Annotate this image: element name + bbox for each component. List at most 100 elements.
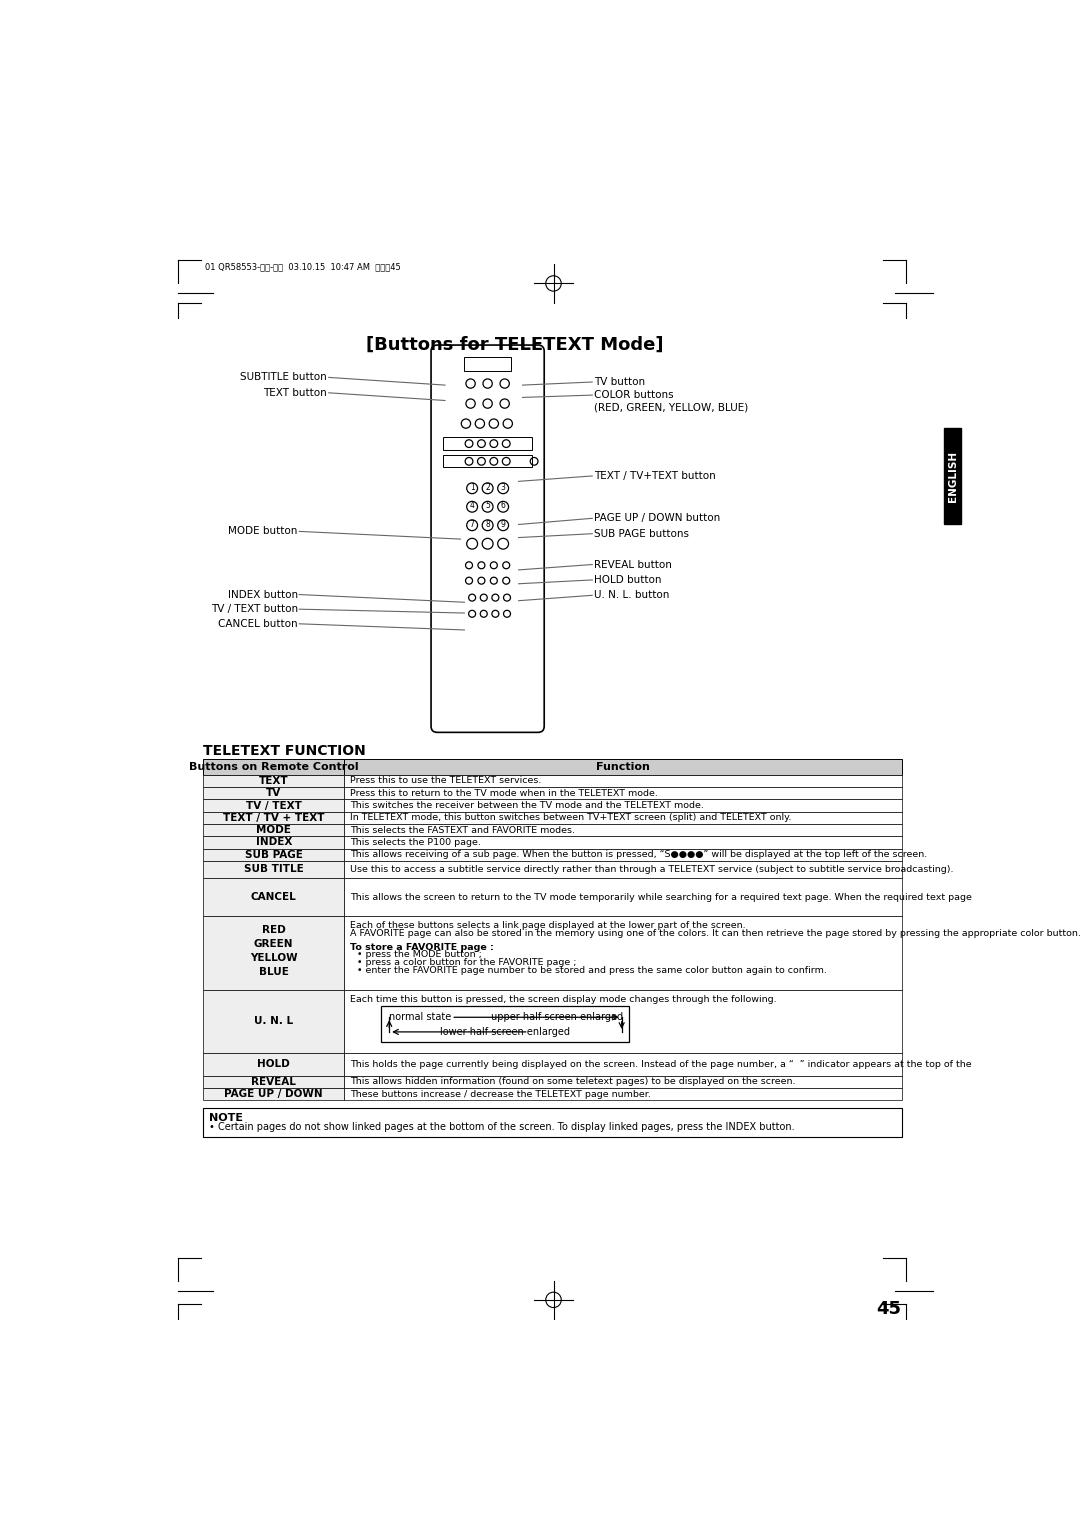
Text: TEXT / TV+TEXT button: TEXT / TV+TEXT button: [594, 471, 716, 481]
Text: COLOR buttons: COLOR buttons: [594, 390, 674, 400]
Bar: [345, 990, 902, 1053]
Text: A FAVORITE page can also be stored in the memory using one of the colors. It can: A FAVORITE page can also be stored in th…: [350, 929, 1080, 938]
Bar: [345, 1076, 902, 1088]
Text: Each of these buttons selects a link page displayed at the lower part of the scr: Each of these buttons selects a link pag…: [350, 921, 745, 931]
Text: Press this to return to the TV mode when in the TELETEXT mode.: Press this to return to the TV mode when…: [350, 788, 658, 798]
Bar: [345, 759, 902, 775]
Text: This allows receiving of a sub page. When the button is pressed, “S●●●●” will be: This allows receiving of a sub page. Whe…: [350, 850, 927, 859]
Text: SUB TITLE: SUB TITLE: [244, 865, 303, 874]
Bar: [464, 358, 511, 371]
Bar: [444, 437, 531, 449]
Text: U. N. L: U. N. L: [254, 1016, 294, 1027]
Text: This switches the receiver between the TV mode and the TELETEXT mode.: This switches the receiver between the T…: [350, 801, 703, 810]
Text: TV / TEXT button: TV / TEXT button: [211, 604, 298, 614]
Text: 3: 3: [501, 483, 505, 492]
Text: 45: 45: [876, 1300, 901, 1319]
Text: MODE: MODE: [256, 825, 292, 836]
Text: REVEAL: REVEAL: [252, 1077, 296, 1086]
Text: PAGE UP / DOWN: PAGE UP / DOWN: [225, 1089, 323, 1099]
Bar: [203, 775, 345, 787]
Bar: [203, 811, 345, 824]
Text: (RED, GREEN, YELLOW, BLUE): (RED, GREEN, YELLOW, BLUE): [594, 402, 748, 413]
Bar: [203, 879, 345, 917]
Text: normal state: normal state: [389, 1012, 451, 1022]
Bar: [345, 879, 902, 917]
Text: TEXT: TEXT: [259, 776, 288, 785]
Bar: [345, 811, 902, 824]
Text: These buttons increase / decrease the TELETEXT page number.: These buttons increase / decrease the TE…: [350, 1089, 650, 1099]
Text: Function: Function: [596, 762, 650, 772]
Text: PAGE UP / DOWN button: PAGE UP / DOWN button: [594, 513, 720, 523]
Text: This holds the page currently being displayed on the screen. Instead of the page: This holds the page currently being disp…: [350, 1060, 1080, 1068]
Bar: [203, 1053, 345, 1076]
Bar: [203, 1076, 345, 1088]
Text: • press the MODE button ;: • press the MODE button ;: [356, 950, 482, 960]
Bar: [444, 455, 531, 468]
Text: Press this to use the TELETEXT services.: Press this to use the TELETEXT services.: [350, 776, 541, 785]
Text: This selects the FASTEXT and FAVORITE modes.: This selects the FASTEXT and FAVORITE mo…: [350, 825, 575, 834]
Text: This allows the screen to return to the TV mode temporarily while searching for : This allows the screen to return to the …: [350, 892, 1080, 902]
Bar: [345, 799, 902, 811]
Bar: [203, 1108, 902, 1137]
Bar: [203, 759, 345, 775]
Text: CANCEL button: CANCEL button: [218, 619, 298, 630]
Bar: [203, 917, 345, 990]
Text: SUBTITLE button: SUBTITLE button: [241, 373, 327, 382]
Text: GREEN: GREEN: [254, 940, 294, 949]
Text: upper half screen enlarged: upper half screen enlarged: [491, 1012, 623, 1022]
Text: TV: TV: [266, 788, 282, 798]
Text: [Buttons for TELETEXT Mode]: [Buttons for TELETEXT Mode]: [366, 336, 663, 354]
Text: TELETEXT FUNCTION: TELETEXT FUNCTION: [203, 744, 366, 758]
Text: INDEX: INDEX: [256, 837, 292, 848]
Bar: [203, 848, 345, 860]
Bar: [203, 799, 345, 811]
Text: MODE button: MODE button: [228, 527, 298, 536]
Text: TEXT button: TEXT button: [264, 388, 327, 397]
Text: YELLOW: YELLOW: [249, 953, 297, 963]
Bar: [345, 787, 902, 799]
Text: 9: 9: [501, 520, 505, 529]
Bar: [203, 990, 345, 1053]
Bar: [345, 917, 902, 990]
Bar: [345, 775, 902, 787]
Text: To store a FAVORITE page :: To store a FAVORITE page :: [350, 943, 494, 952]
Bar: [345, 1053, 902, 1076]
Bar: [345, 1088, 902, 1100]
Bar: [203, 1088, 345, 1100]
Text: In TELETEXT mode, this button switches between TV+TEXT screen (split) and TELETE: In TELETEXT mode, this button switches b…: [350, 813, 791, 822]
Text: Use this to access a subtitle service directly rather than through a TELETEXT se: Use this to access a subtitle service di…: [350, 865, 954, 874]
Text: 8: 8: [485, 520, 490, 529]
Bar: [203, 836, 345, 848]
Bar: [944, 428, 961, 524]
Text: TV button: TV button: [594, 377, 645, 387]
Bar: [345, 836, 902, 848]
Bar: [345, 848, 902, 860]
Text: TEXT / TV + TEXT: TEXT / TV + TEXT: [222, 813, 324, 824]
Bar: [203, 787, 345, 799]
Text: SUB PAGE buttons: SUB PAGE buttons: [594, 529, 689, 539]
Text: SUB PAGE: SUB PAGE: [245, 850, 302, 860]
Bar: [345, 860, 902, 879]
Text: 01 QR58553-英語-初校  03.10.15  10:47 AM  ページ45: 01 QR58553-英語-初校 03.10.15 10:47 AM ページ45: [205, 263, 401, 272]
Text: This selects the P100 page.: This selects the P100 page.: [350, 837, 481, 847]
Bar: [203, 860, 345, 879]
Text: 4: 4: [470, 501, 474, 510]
Text: 2: 2: [485, 483, 490, 492]
Text: 6: 6: [501, 501, 505, 510]
Text: 7: 7: [470, 520, 474, 529]
Text: Buttons on Remote Control: Buttons on Remote Control: [189, 762, 359, 772]
Text: Each time this button is pressed, the screen display mode changes through the fo: Each time this button is pressed, the sc…: [350, 995, 777, 1004]
Text: HOLD: HOLD: [257, 1059, 291, 1070]
Bar: [381, 1007, 630, 1042]
FancyBboxPatch shape: [431, 345, 544, 732]
Text: INDEX button: INDEX button: [228, 590, 298, 599]
Text: ENGLISH: ENGLISH: [947, 451, 958, 501]
Text: TV / TEXT: TV / TEXT: [246, 801, 301, 810]
Text: This allows hidden information (found on some teletext pages) to be displayed on: This allows hidden information (found on…: [350, 1077, 795, 1086]
Text: REVEAL button: REVEAL button: [594, 559, 672, 570]
Bar: [203, 824, 345, 836]
Text: HOLD button: HOLD button: [594, 575, 661, 585]
Text: • Certain pages do not show linked pages at the bottom of the screen. To display: • Certain pages do not show linked pages…: [210, 1122, 795, 1132]
Text: NOTE: NOTE: [210, 1112, 243, 1123]
Text: RED: RED: [261, 926, 285, 935]
